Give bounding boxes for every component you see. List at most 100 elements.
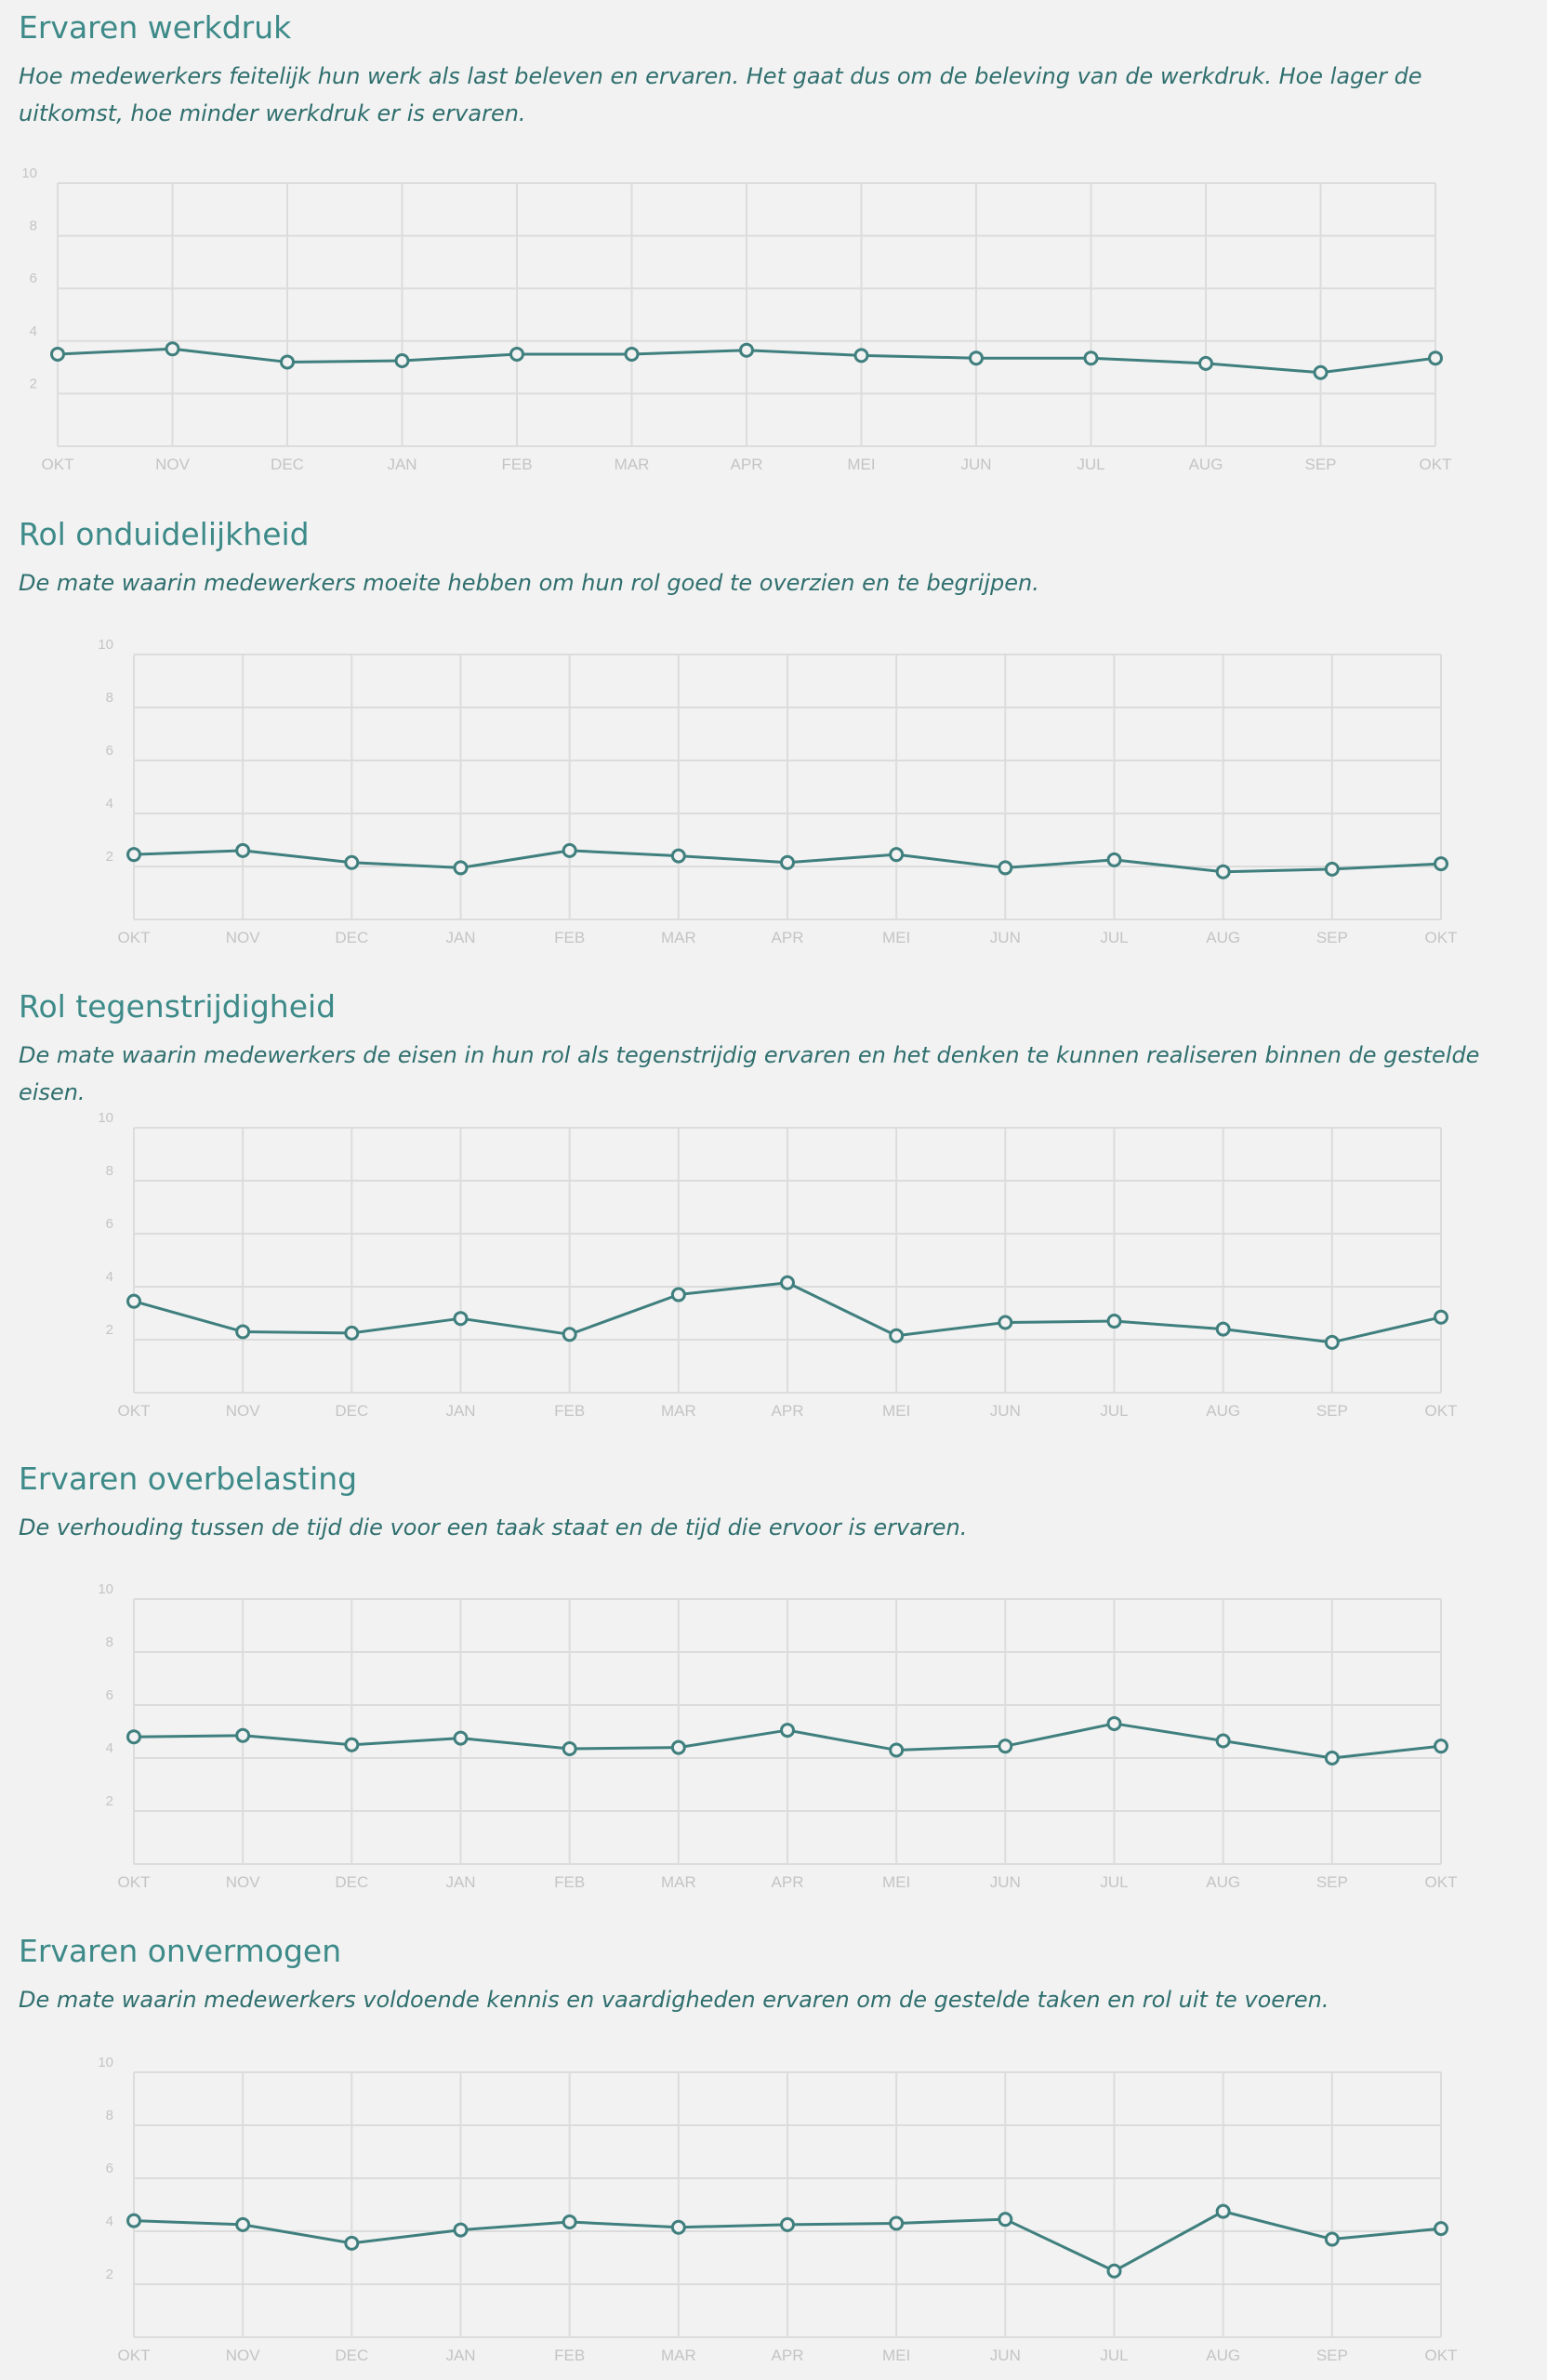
data-point [1324, 2231, 1340, 2247]
data-point [1434, 2221, 1448, 2237]
x-tick-label: JUN [990, 1402, 1021, 1420]
x-tick-label: JAN [445, 929, 475, 946]
data-point [670, 848, 686, 864]
x-tick-label: OKT [1425, 1402, 1458, 1420]
data-point [739, 342, 754, 358]
section-description: Hoe medewerkers feitelijk hun werk als l… [19, 63, 1422, 126]
y-tick-label: 6 [106, 1216, 113, 1232]
x-tick-label: OKT [1425, 929, 1458, 946]
data-point [235, 1324, 251, 1340]
x-tick-label: SEP [1316, 1873, 1348, 1891]
data-point [670, 1739, 686, 1755]
data-point [1106, 2263, 1122, 2279]
y-tick-label: 8 [106, 1634, 113, 1650]
data-point [562, 2215, 577, 2230]
x-tick-label: MEI [882, 1873, 910, 1891]
x-tick-label: NOV [155, 456, 191, 473]
section-title: Ervaren overbelasting [19, 1461, 358, 1497]
y-tick-label: 10 [98, 1581, 113, 1597]
data-point [126, 847, 141, 863]
x-tick-label: MAR [661, 2347, 696, 2364]
data-point [1324, 1334, 1340, 1350]
x-tick-label: JUN [990, 929, 1021, 946]
x-tick-label: SEP [1316, 929, 1348, 946]
x-tick-label: APR [772, 2347, 804, 2364]
data-point [889, 1328, 905, 1343]
x-tick-label: JAN [445, 1402, 475, 1420]
data-point [235, 1727, 251, 1743]
data-point [280, 354, 295, 370]
section-title: Rol onduidelijkheid [19, 516, 310, 552]
x-tick-label: OKT [118, 929, 151, 946]
x-tick-label: AUG [1189, 456, 1223, 473]
data-point [562, 842, 577, 858]
x-tick-label: NOV [226, 2347, 261, 2364]
data-point [50, 346, 65, 362]
y-tick-label: 2 [106, 2267, 113, 2282]
y-tick-label: 4 [106, 796, 113, 812]
x-tick-label: JUL [1100, 2347, 1128, 2364]
data-point [998, 2212, 1013, 2228]
line-chart-werkdruk: 10 8 6 4 2 OKT NOV DEC JAN FEB MAR APR MEI JUN JUL AUG S… [21, 165, 1451, 473]
y-tick-label: 2 [106, 849, 113, 865]
x-tick-label: AUG [1206, 1402, 1240, 1420]
section-title: Rol tegenstrijdigheid [19, 988, 337, 1025]
section-title: Ervaren onvermogen [19, 1933, 342, 1969]
x-tick-label: NOV [226, 1402, 261, 1420]
data-point [853, 348, 869, 364]
section-description: De mate waarin medewerkers moeite hebben… [19, 570, 1039, 596]
x-tick-label: MEI [882, 2347, 910, 2364]
data-point [780, 2216, 795, 2232]
x-tick-label: FEB [554, 1402, 585, 1420]
data-point [1313, 364, 1329, 380]
y-tick-label: 8 [30, 218, 37, 234]
data-point [998, 860, 1013, 876]
data-point [1434, 1739, 1448, 1754]
x-tick-label: MAR [661, 929, 696, 946]
data-point [126, 1293, 141, 1309]
x-tick-label: JAN [445, 2347, 475, 2364]
y-tick-label: 8 [106, 690, 113, 706]
data-point [1215, 1321, 1231, 1337]
data-point [1198, 355, 1213, 371]
x-tick-label: OKT [1425, 1873, 1458, 1891]
data-point [126, 2213, 141, 2228]
data-point [344, 2235, 360, 2251]
data-point [1215, 864, 1231, 879]
y-tick-label: 6 [30, 271, 37, 286]
y-tick-label: 8 [106, 2108, 113, 2123]
y-tick-label: 4 [106, 2214, 113, 2229]
data-point [1083, 350, 1099, 366]
x-tick-label: OKT [118, 2347, 151, 2364]
grid [133, 654, 1442, 920]
data-point [1106, 852, 1122, 867]
line-chart-rol-onduidelijkheid: 10 8 6 4 2 OKT NOV DEC JAN FEB MAR APR MEI JUN JUL AUG S… [98, 637, 1458, 946]
data-point [165, 341, 180, 357]
data-point [670, 1287, 686, 1302]
x-tick-label: DEC [335, 1873, 368, 1891]
y-tick-label: 10 [98, 1110, 113, 1126]
x-tick-label: DEC [335, 929, 368, 946]
data-point [509, 346, 524, 362]
x-tick-label: DEC [335, 2347, 368, 2364]
grid [133, 1127, 1442, 1394]
data-point [998, 1315, 1013, 1330]
data-point [889, 1742, 905, 1758]
y-tick-label: 4 [106, 1269, 113, 1285]
x-tick-label: JUL [1077, 456, 1104, 473]
y-tick-label: 2 [30, 376, 37, 391]
x-tick-label: DEC [335, 1402, 368, 1420]
data-point [1434, 856, 1448, 872]
data-point [344, 1737, 360, 1752]
data-point [453, 860, 469, 876]
x-tick-label: NOV [226, 929, 261, 946]
x-tick-label: APR [731, 456, 763, 473]
y-tick-label: 4 [30, 324, 37, 339]
data-point [394, 353, 410, 369]
x-tick-label: APR [772, 1402, 804, 1420]
x-tick-label: JUL [1100, 1873, 1128, 1891]
y-tick-label: 2 [106, 1793, 113, 1809]
data-point [1106, 1314, 1122, 1329]
line-chart-ervaren-overbelasting: 10 8 6 4 2 OKT NOV DEC JAN FEB MAR APR MEI JUN JUL AUG S… [98, 1581, 1458, 1891]
data-point [453, 1311, 469, 1327]
